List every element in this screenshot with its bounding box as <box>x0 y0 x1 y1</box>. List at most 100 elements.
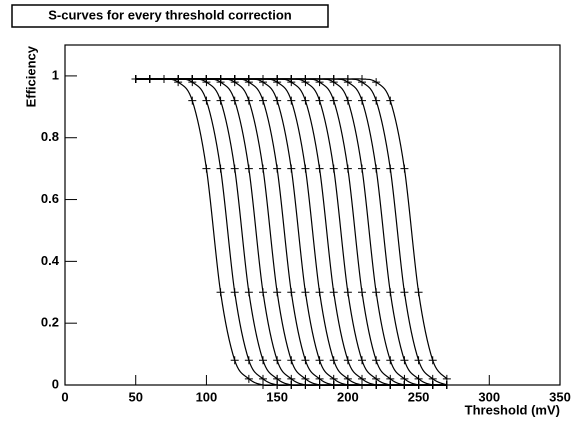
point-marker <box>230 164 239 173</box>
point-marker <box>358 164 366 173</box>
point-marker <box>358 288 366 297</box>
point-marker <box>343 75 352 83</box>
point-marker <box>287 164 296 173</box>
point-marker <box>259 96 267 105</box>
y-axis-label: Efficiency <box>23 45 38 107</box>
point-marker <box>329 356 338 365</box>
point-marker <box>315 164 324 173</box>
point-marker <box>386 374 395 383</box>
s-curve <box>135 78 447 387</box>
point-marker <box>358 96 366 105</box>
point-marker <box>188 75 197 83</box>
point-marker <box>315 288 324 297</box>
s-curve <box>135 78 447 387</box>
point-marker <box>442 374 451 383</box>
point-marker <box>259 356 267 365</box>
point-marker <box>329 288 338 297</box>
point-marker <box>287 96 296 105</box>
point-marker <box>301 356 310 365</box>
s-curve <box>135 78 447 387</box>
y-tick-label: 0 <box>52 376 59 391</box>
point-marker <box>273 75 282 83</box>
point-marker <box>329 75 338 83</box>
point-marker <box>358 356 366 365</box>
point-marker <box>259 374 267 383</box>
x-tick-label: 100 <box>196 389 218 404</box>
point-marker <box>244 374 253 383</box>
point-marker <box>244 164 253 173</box>
point-marker <box>202 164 211 173</box>
point-marker <box>202 75 211 83</box>
point-marker <box>343 164 352 173</box>
point-marker <box>400 288 409 297</box>
point-marker <box>315 96 324 105</box>
x-tick-label: 50 <box>128 389 142 404</box>
x-tick-label: 200 <box>337 389 359 404</box>
point-marker <box>259 75 267 83</box>
point-marker <box>202 96 211 105</box>
point-marker <box>259 164 267 173</box>
y-tick-label: 0.2 <box>41 315 59 330</box>
point-marker <box>400 356 409 365</box>
point-marker <box>273 288 282 297</box>
point-marker <box>287 356 296 365</box>
point-marker <box>343 374 352 383</box>
x-tick-label: 0 <box>61 389 68 404</box>
point-marker <box>287 288 296 297</box>
point-marker <box>244 96 253 105</box>
point-marker <box>400 374 409 383</box>
point-marker <box>188 96 197 105</box>
y-tick-label: 0.4 <box>41 253 60 268</box>
s-curve <box>135 78 448 380</box>
point-marker <box>414 374 423 383</box>
point-marker <box>372 288 381 297</box>
point-marker <box>343 96 352 105</box>
chart-title: S-curves for every threshold correction <box>48 7 292 22</box>
point-marker <box>230 75 239 83</box>
point-marker <box>301 374 310 383</box>
point-marker <box>131 75 140 83</box>
point-marker <box>244 288 253 297</box>
s-curve <box>135 78 447 387</box>
x-tick-label: 350 <box>549 389 571 404</box>
point-marker <box>230 356 239 365</box>
point-marker <box>301 75 310 83</box>
point-marker <box>400 164 409 173</box>
point-marker <box>273 96 282 105</box>
point-marker <box>386 164 395 173</box>
point-marker <box>273 374 282 383</box>
y-tick-label: 0.6 <box>41 191 59 206</box>
point-marker <box>358 374 366 383</box>
point-marker <box>174 75 183 83</box>
y-tick-label: 1 <box>52 67 59 82</box>
point-marker <box>329 164 338 173</box>
point-marker <box>372 164 381 173</box>
point-marker <box>315 374 324 383</box>
point-marker <box>343 288 352 297</box>
point-marker <box>301 164 310 173</box>
point-marker <box>287 75 296 83</box>
point-marker <box>230 288 239 297</box>
s-curve <box>135 78 447 387</box>
point-marker <box>160 75 168 83</box>
point-marker <box>287 374 296 383</box>
point-marker <box>358 75 366 83</box>
s-curve <box>135 78 447 387</box>
point-marker <box>259 288 267 297</box>
point-marker <box>428 356 437 365</box>
s-curve <box>135 78 447 387</box>
point-marker <box>372 78 381 87</box>
point-marker <box>372 356 381 365</box>
point-marker <box>216 75 225 83</box>
s-curve <box>135 78 447 387</box>
point-marker <box>329 96 338 105</box>
point-marker <box>244 75 253 83</box>
point-marker <box>414 288 423 297</box>
x-tick-label: 150 <box>266 389 288 404</box>
point-marker <box>301 96 310 105</box>
point-marker <box>386 96 395 105</box>
x-axis-label: Threshold (mV) <box>465 402 560 417</box>
point-marker <box>315 75 324 83</box>
point-marker <box>343 356 352 365</box>
